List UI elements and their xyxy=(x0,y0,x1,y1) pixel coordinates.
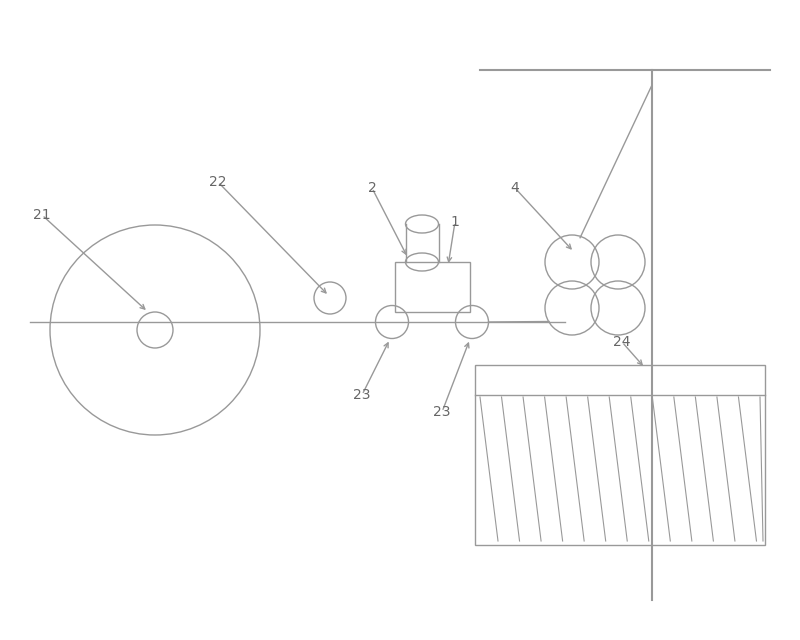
Text: 24: 24 xyxy=(614,335,630,349)
Text: 2: 2 xyxy=(368,181,376,195)
Ellipse shape xyxy=(406,215,438,233)
Text: 1: 1 xyxy=(450,215,459,229)
Text: 22: 22 xyxy=(210,175,226,189)
Bar xyxy=(395,262,470,312)
Text: 21: 21 xyxy=(33,208,51,222)
Text: 23: 23 xyxy=(434,405,450,419)
Text: 23: 23 xyxy=(354,388,370,402)
Bar xyxy=(475,365,765,545)
Text: 4: 4 xyxy=(510,181,519,195)
